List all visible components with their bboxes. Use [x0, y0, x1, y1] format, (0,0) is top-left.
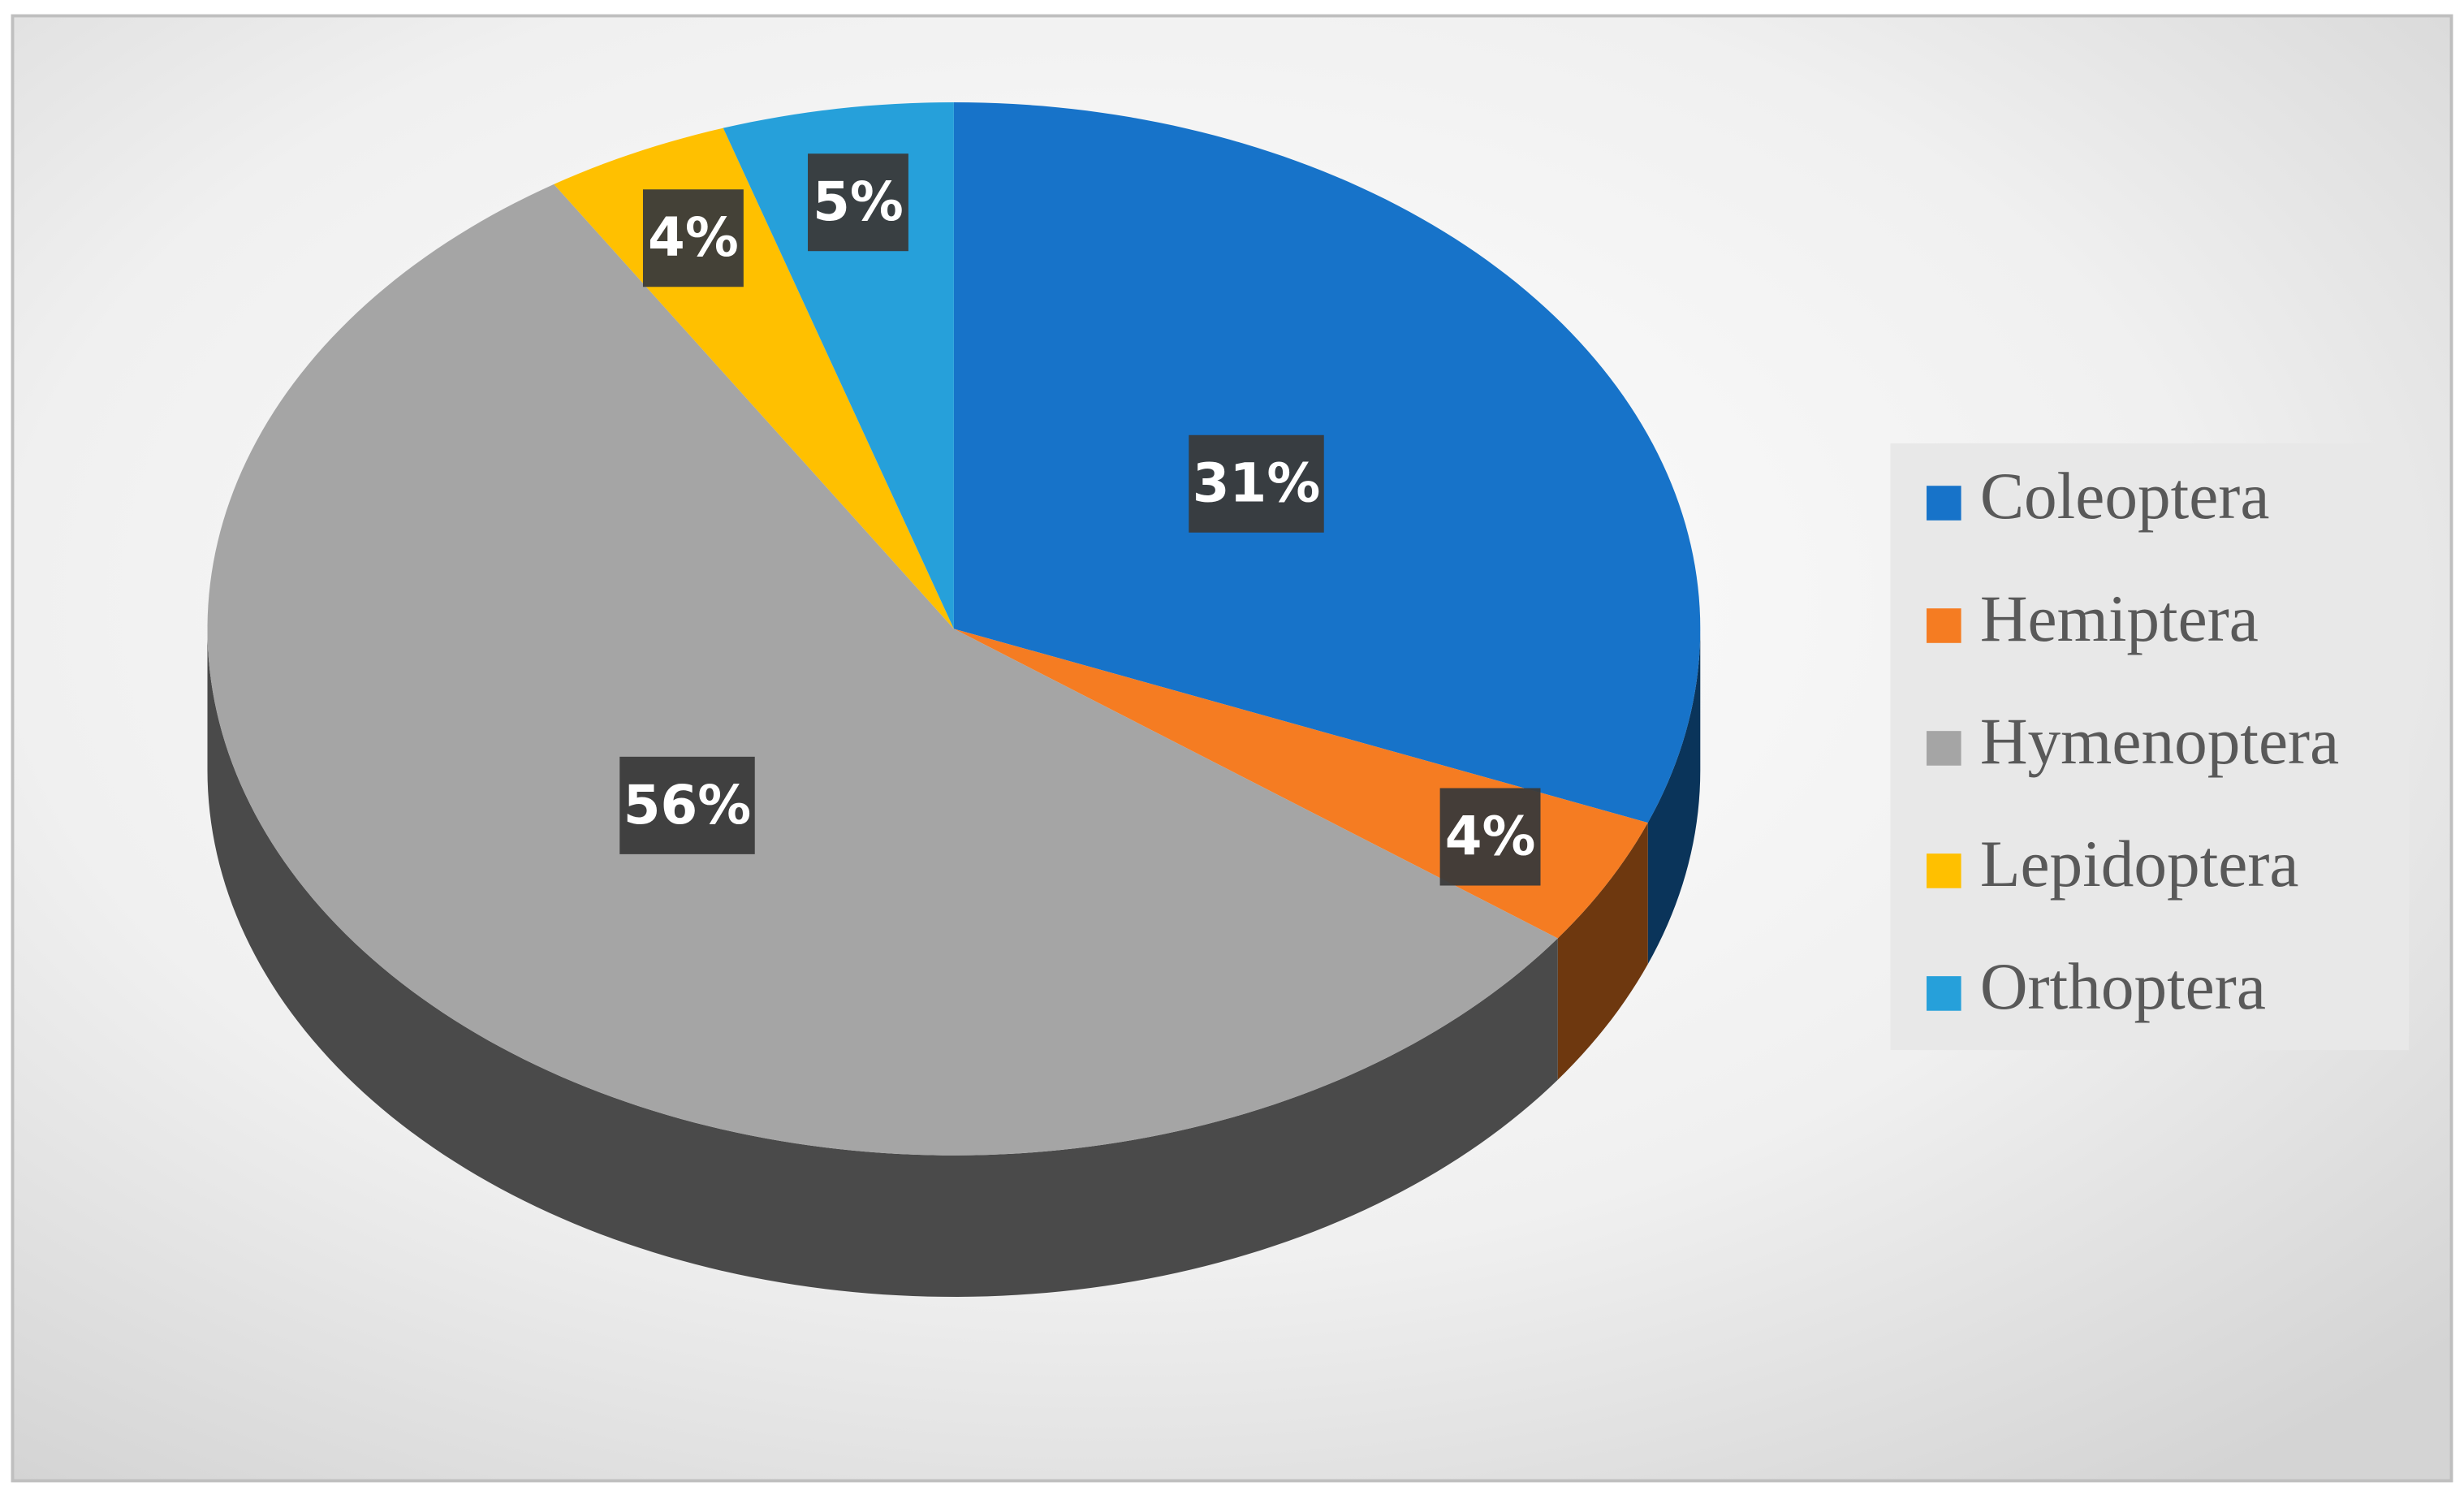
legend-label: Lepidoptera	[1980, 827, 2299, 901]
data-label-box	[1439, 788, 1541, 886]
data-label-box	[619, 756, 755, 854]
legend-label: Hymenoptera	[1980, 705, 2339, 778]
data-label: 4%	[648, 206, 739, 269]
legend-label: Coleoptera	[1980, 460, 2270, 533]
pie-side	[1647, 629, 1701, 965]
legend-swatch	[1927, 608, 1961, 643]
legend-box	[1890, 443, 2410, 1051]
data-label: 5%	[813, 171, 904, 233]
pie-slice	[207, 184, 1558, 1156]
legend-swatch	[1927, 486, 1961, 521]
pie-side	[1557, 823, 1648, 1080]
legend-swatch	[1927, 731, 1961, 766]
data-label-box	[1189, 434, 1324, 533]
data-label: 31%	[1193, 452, 1321, 515]
legend-swatch	[1927, 976, 1961, 1011]
legend-label: Orthoptera	[1980, 950, 2266, 1023]
data-label: 4%	[1445, 805, 1536, 867]
legend: Coleoptera Hemiptera Hymenoptera Lepidopter…	[1927, 460, 2339, 1023]
data-label-box	[808, 153, 908, 252]
data-label: 56%	[624, 774, 751, 836]
pie-slice	[953, 102, 1701, 823]
data-label-box	[642, 189, 744, 287]
pie: 31% 4% 56% 4% 5%	[207, 102, 1701, 1297]
legend-swatch	[1927, 853, 1961, 888]
pie-side	[207, 629, 1558, 1297]
legend-label: Hemiptera	[1980, 582, 2259, 655]
